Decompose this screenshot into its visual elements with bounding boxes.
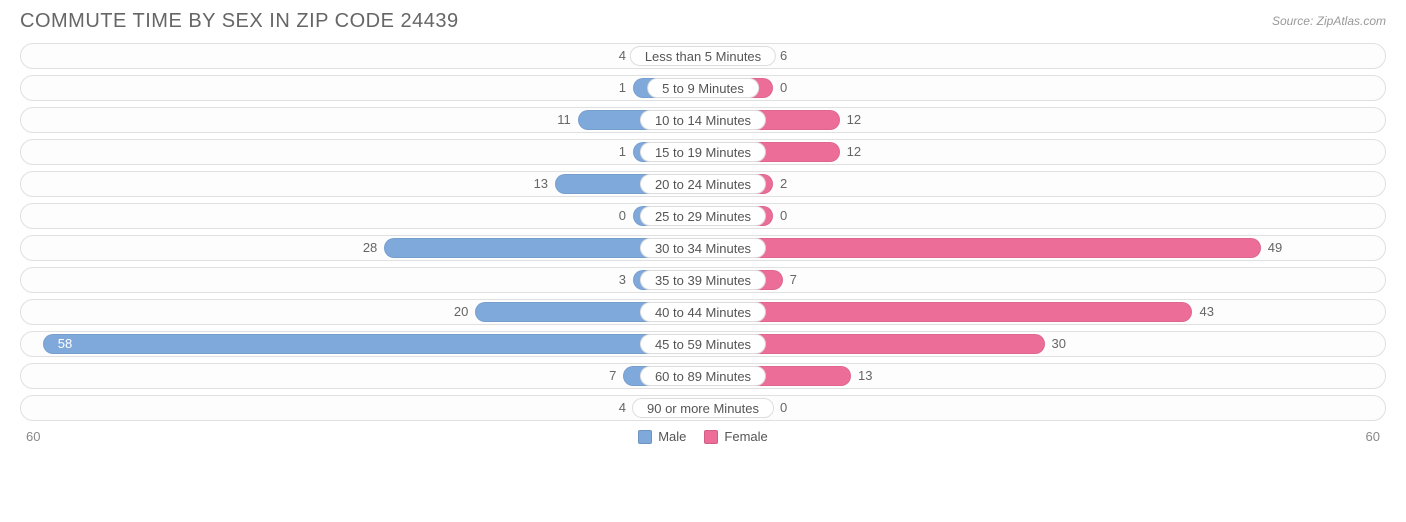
- value-male: 11: [557, 108, 571, 132]
- bar-female: [703, 238, 1261, 258]
- legend-female-label: Female: [724, 429, 767, 444]
- bar-female: [703, 302, 1192, 322]
- value-female: 12: [847, 140, 861, 164]
- value-male: 13: [534, 172, 548, 196]
- value-male: 3: [619, 268, 626, 292]
- chart-row: 4 0 90 or more Minutes: [20, 395, 1386, 421]
- chart-row: 1 0 5 to 9 Minutes: [20, 75, 1386, 101]
- value-male: 58: [52, 332, 72, 356]
- axis-max-right: 60: [1366, 429, 1380, 444]
- chart-row: 20 43 40 to 44 Minutes: [20, 299, 1386, 325]
- value-female: 43: [1199, 300, 1213, 324]
- category-label: 20 to 24 Minutes: [640, 174, 766, 194]
- value-female: 30: [1052, 332, 1066, 356]
- bar-male: [43, 334, 703, 354]
- legend-male-label: Male: [658, 429, 686, 444]
- value-male: 4: [619, 44, 626, 68]
- value-female: 49: [1268, 236, 1282, 260]
- value-female: 0: [780, 396, 787, 420]
- swatch-male-icon: [638, 430, 652, 444]
- category-label: 25 to 29 Minutes: [640, 206, 766, 226]
- category-label: 10 to 14 Minutes: [640, 110, 766, 130]
- category-label: 60 to 89 Minutes: [640, 366, 766, 386]
- category-label: 35 to 39 Minutes: [640, 270, 766, 290]
- value-male: 1: [619, 140, 626, 164]
- category-label: 90 or more Minutes: [632, 398, 774, 418]
- value-male: 28: [363, 236, 377, 260]
- value-female: 12: [847, 108, 861, 132]
- value-male: 7: [609, 364, 616, 388]
- legend-female: Female: [704, 429, 767, 444]
- value-female: 0: [780, 76, 787, 100]
- chart-row: 7 13 60 to 89 Minutes: [20, 363, 1386, 389]
- value-male: 4: [619, 396, 626, 420]
- chart-source: Source: ZipAtlas.com: [1272, 10, 1386, 28]
- chart-title: COMMUTE TIME BY SEX IN ZIP CODE 24439: [20, 10, 459, 33]
- value-male: 0: [619, 204, 626, 228]
- chart-row: 13 2 20 to 24 Minutes: [20, 171, 1386, 197]
- chart-row: 4 6Less than 5 Minutes: [20, 43, 1386, 69]
- category-label: 40 to 44 Minutes: [640, 302, 766, 322]
- category-label: 15 to 19 Minutes: [640, 142, 766, 162]
- chart-row: 28 49 30 to 34 Minutes: [20, 235, 1386, 261]
- chart-row: 3 7 35 to 39 Minutes: [20, 267, 1386, 293]
- chart-row: 58 30 45 to 59 Minutes: [20, 331, 1386, 357]
- value-male: 1: [619, 76, 626, 100]
- value-female: 0: [780, 204, 787, 228]
- value-female: 7: [790, 268, 797, 292]
- category-label: 45 to 59 Minutes: [640, 334, 766, 354]
- category-label: 5 to 9 Minutes: [647, 78, 759, 98]
- chart-area: 46Less than 5 Minutes105 to 9 Minutes111…: [0, 39, 1406, 421]
- chart-row: 11 12 10 to 14 Minutes: [20, 107, 1386, 133]
- value-female: 2: [780, 172, 787, 196]
- axis-max-left: 60: [26, 429, 40, 444]
- legend-male: Male: [638, 429, 686, 444]
- category-label: Less than 5 Minutes: [630, 46, 776, 66]
- value-female: 6: [780, 44, 787, 68]
- chart-row: 1 12 15 to 19 Minutes: [20, 139, 1386, 165]
- category-label: 30 to 34 Minutes: [640, 238, 766, 258]
- chart-row: 0 0 25 to 29 Minutes: [20, 203, 1386, 229]
- value-female: 13: [858, 364, 872, 388]
- chart-footer: 60 Male Female 60: [0, 427, 1406, 444]
- value-male: 20: [454, 300, 468, 324]
- swatch-female-icon: [704, 430, 718, 444]
